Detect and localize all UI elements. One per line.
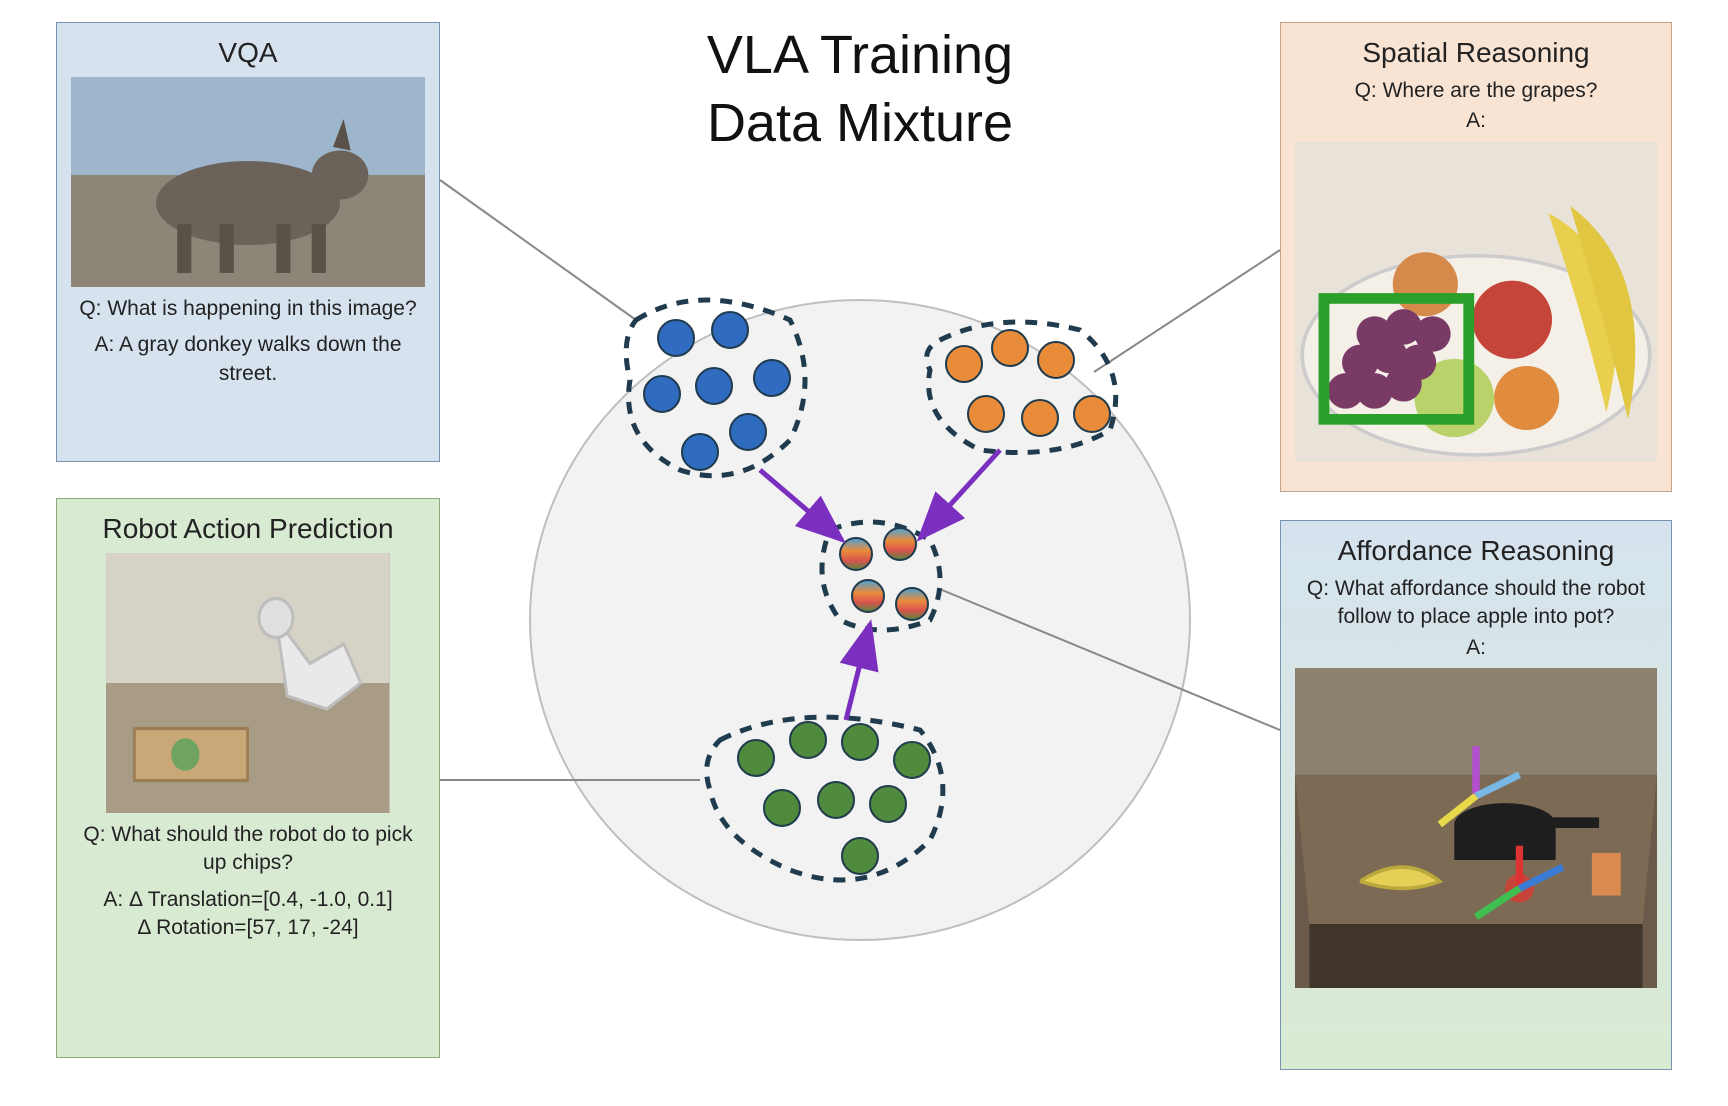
robot-image <box>106 553 389 813</box>
mixture-arrows <box>760 450 1000 720</box>
title-line2: Data Mixture <box>707 93 1013 153</box>
panel-affordance: Affordance Reasoning Q: What affordance … <box>1280 520 1672 1070</box>
spatial-title: Spatial Reasoning <box>1295 37 1657 69</box>
vqa-question: Q: What is happening in this image? <box>71 295 425 323</box>
afford-image <box>1295 668 1657 988</box>
cluster-blue <box>626 300 805 476</box>
robot-question: Q: What should the robot do to pick up c… <box>71 821 425 878</box>
connector-lines <box>440 180 1280 780</box>
spatial-answer: A: <box>1295 107 1657 135</box>
cluster-center <box>822 522 940 630</box>
mixture-ellipse <box>530 300 1190 940</box>
spatial-question: Q: Where are the grapes? <box>1295 77 1657 105</box>
spatial-image <box>1295 142 1657 462</box>
page-title: VLA Training Data Mixture <box>560 22 1160 157</box>
panel-vqa: VQA Q: What is happening in this image? … <box>56 22 440 462</box>
afford-question: Q: What affordance should the robot foll… <box>1295 575 1657 632</box>
cluster-green <box>707 717 943 880</box>
vqa-title: VQA <box>71 37 425 69</box>
vqa-image <box>71 77 425 287</box>
vqa-answer: A: A gray donkey walks down the street. <box>71 331 425 388</box>
panel-robot: Robot Action Prediction Q: What should t… <box>56 498 440 1058</box>
panel-spatial: Spatial Reasoning Q: Where are the grape… <box>1280 22 1672 492</box>
robot-title: Robot Action Prediction <box>71 513 425 545</box>
afford-answer: A: <box>1295 634 1657 662</box>
cluster-orange <box>927 322 1116 453</box>
afford-title: Affordance Reasoning <box>1295 535 1657 567</box>
robot-answer1: A: Δ Translation=[0.4, -1.0, 0.1] <box>71 886 425 914</box>
robot-answer2: Δ Rotation=[57, 17, -24] <box>71 914 425 942</box>
title-line1: VLA Training <box>707 25 1013 85</box>
